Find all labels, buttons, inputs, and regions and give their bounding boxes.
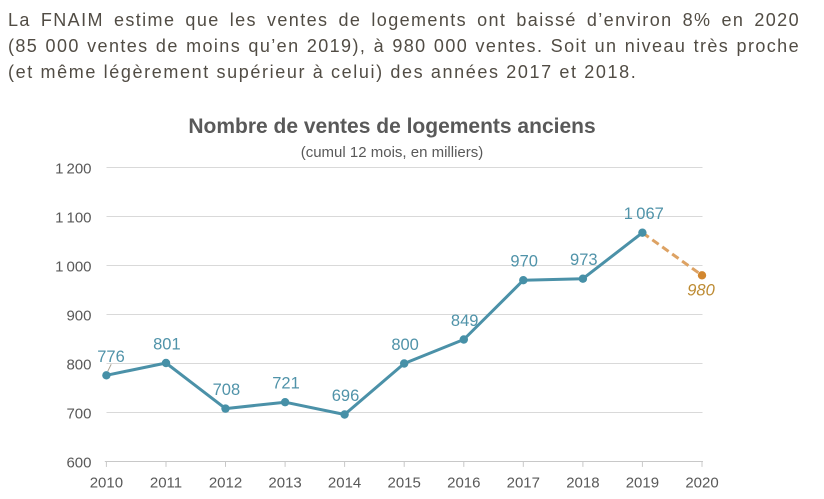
svg-text:970: 970 — [510, 253, 538, 271]
svg-text:900: 900 — [66, 307, 91, 324]
svg-text:2018: 2018 — [566, 474, 599, 491]
svg-text:1 000: 1 000 — [55, 258, 91, 275]
svg-text:700: 700 — [66, 405, 91, 422]
svg-text:776: 776 — [97, 348, 125, 366]
svg-text:973: 973 — [570, 251, 598, 269]
svg-text:2016: 2016 — [447, 474, 480, 491]
svg-text:600: 600 — [66, 454, 91, 471]
svg-text:696: 696 — [332, 387, 360, 405]
svg-text:2011: 2011 — [150, 474, 182, 491]
svg-text:2015: 2015 — [388, 474, 421, 491]
svg-text:800: 800 — [66, 356, 91, 373]
svg-text:2019: 2019 — [626, 474, 659, 491]
svg-text:849: 849 — [451, 312, 479, 330]
svg-text:2020: 2020 — [685, 474, 718, 491]
svg-text:2017: 2017 — [507, 474, 540, 491]
svg-text:2010: 2010 — [90, 474, 123, 491]
svg-text:721: 721 — [272, 375, 300, 393]
svg-text:800: 800 — [391, 336, 419, 354]
svg-text:1 100: 1 100 — [55, 209, 91, 226]
svg-text:2014: 2014 — [328, 474, 361, 491]
svg-text:2013: 2013 — [268, 474, 301, 491]
svg-text:1 200: 1 200 — [55, 160, 91, 177]
svg-text:708: 708 — [213, 381, 241, 399]
svg-text:980: 980 — [687, 281, 715, 299]
svg-text:1 067: 1 067 — [624, 205, 664, 223]
svg-text:801: 801 — [153, 336, 181, 354]
svg-text:2012: 2012 — [209, 474, 242, 491]
